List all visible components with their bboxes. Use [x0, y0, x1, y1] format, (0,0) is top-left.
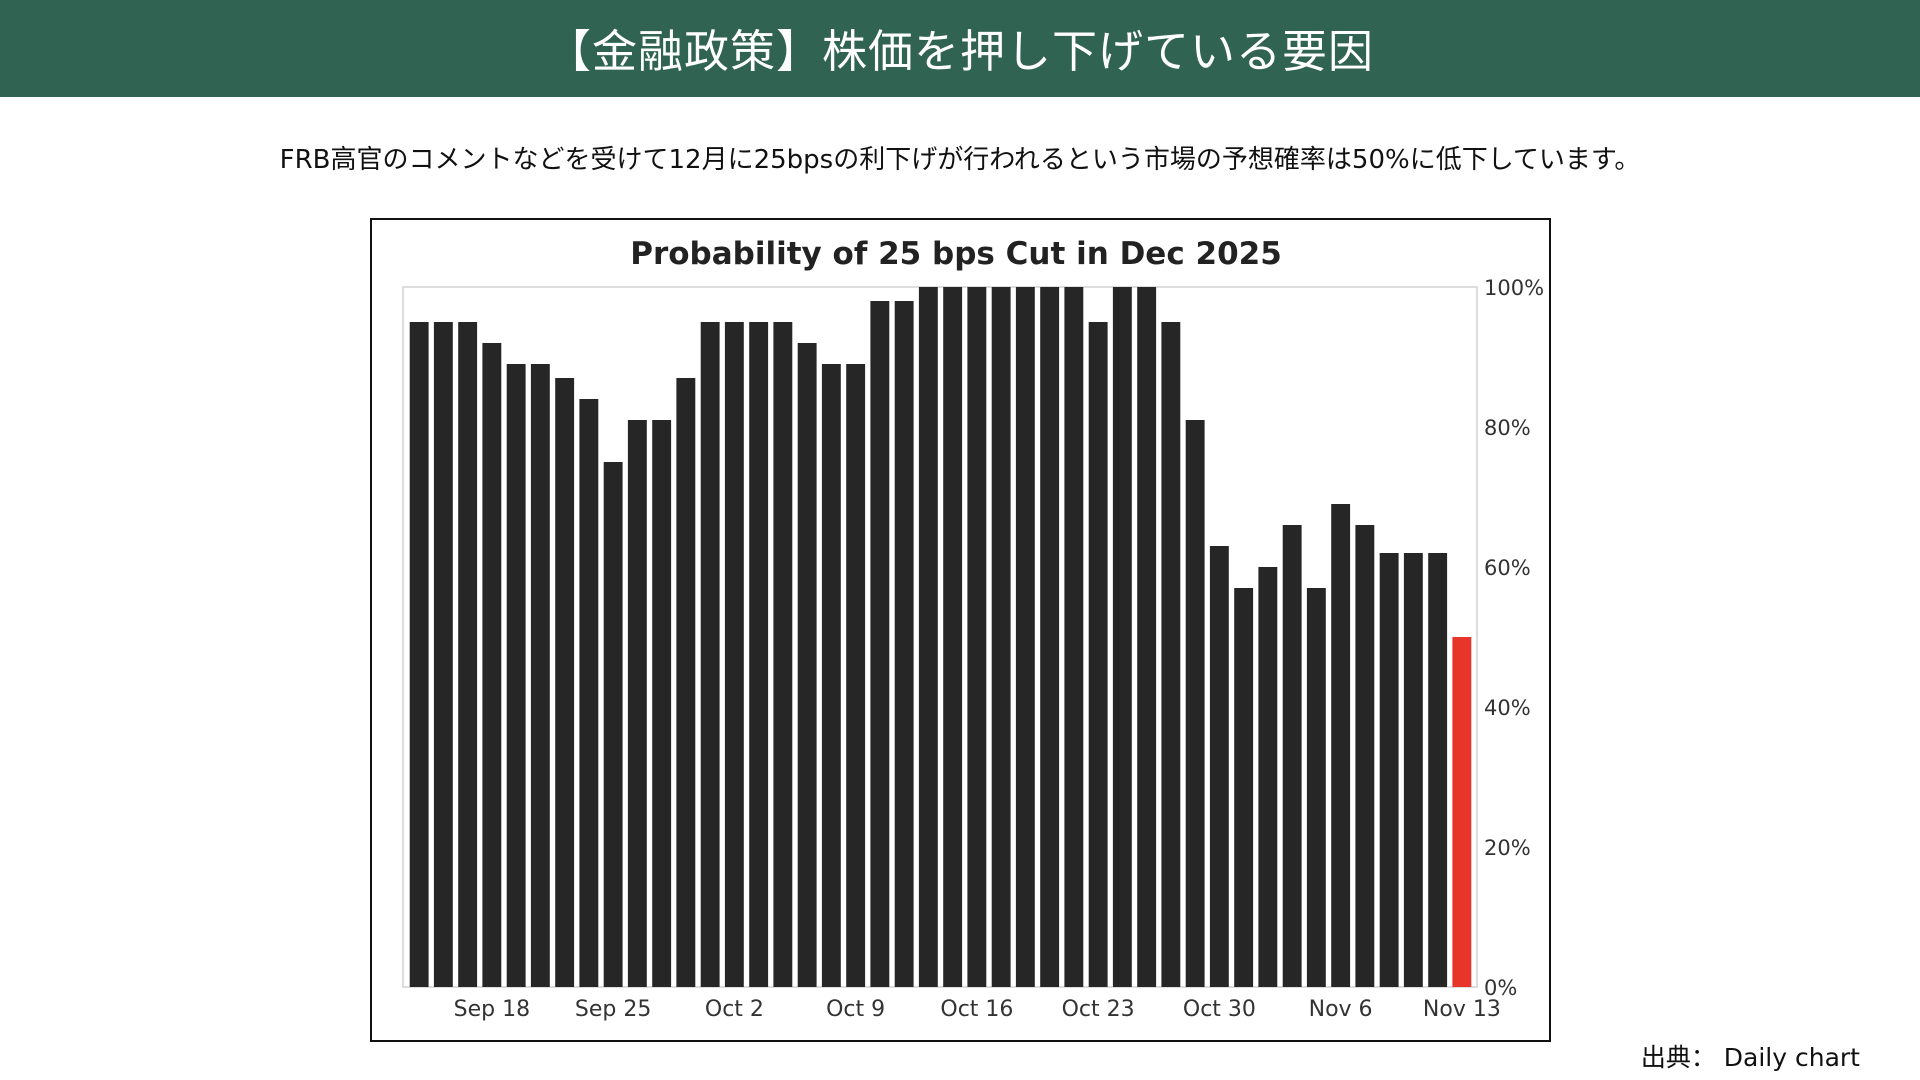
bar — [1040, 287, 1060, 987]
bar — [967, 287, 987, 987]
bar — [627, 420, 647, 987]
bar — [894, 301, 914, 987]
x-axis-ticks: Sep 18 Sep 25 Oct 2 Oct 9 Oct 16 Oct 23 Oct 30… — [454, 997, 1501, 1022]
bar — [1403, 553, 1423, 987]
x-tick-label: Sep 25 — [575, 997, 651, 1022]
bar — [724, 322, 744, 987]
bar — [1088, 322, 1108, 987]
bar — [482, 343, 502, 987]
x-tick-label: Oct 2 — [705, 997, 764, 1022]
header-banner: 【金融政策】株価を押し下げている要因 — [0, 0, 1920, 97]
bar — [1282, 525, 1302, 987]
bar — [1234, 588, 1254, 987]
bar — [409, 322, 429, 987]
bar — [433, 322, 453, 987]
bar — [1209, 546, 1229, 987]
y-tick-label: 20% — [1484, 836, 1531, 860]
bar — [1015, 287, 1035, 987]
x-tick-label: Nov 6 — [1309, 997, 1373, 1022]
x-tick-label: Sep 18 — [454, 997, 530, 1022]
bar — [1306, 588, 1326, 987]
source-credit: 出典： Daily chart — [1640, 1043, 1860, 1072]
x-tick-label: Oct 16 — [940, 997, 1013, 1022]
bar — [530, 364, 550, 987]
bar — [458, 322, 478, 987]
y-axis-ticks: 0% 20% 40% 60% 80% 100% — [1484, 276, 1544, 1000]
bar-chart: Probability of 25 bps Cut in Dec 2025 0%… — [402, 236, 1544, 1022]
y-tick-label: 40% — [1484, 696, 1531, 720]
bar — [603, 462, 623, 987]
bar — [1428, 553, 1448, 987]
x-tick-label: Oct 30 — [1183, 997, 1256, 1022]
x-tick-label: Oct 9 — [826, 997, 885, 1022]
bar — [652, 420, 672, 987]
bar — [870, 301, 890, 987]
bar — [1137, 287, 1157, 987]
bar — [1064, 287, 1084, 987]
bar — [676, 378, 696, 987]
bar — [1185, 420, 1205, 987]
bar — [1355, 525, 1375, 987]
chart-container: Probability of 25 bps Cut in Dec 2025 0%… — [370, 218, 1551, 1042]
page-title: 【金融政策】株価を押し下げている要因 — [545, 25, 1374, 78]
y-tick-label: 60% — [1484, 556, 1531, 580]
chart-title: Probability of 25 bps Cut in Dec 2025 — [630, 236, 1282, 272]
bar — [991, 287, 1011, 987]
y-tick-label: 80% — [1484, 416, 1531, 440]
bar — [797, 343, 817, 987]
bar — [943, 287, 963, 987]
bar — [821, 364, 841, 987]
bars-group — [409, 287, 1472, 987]
y-tick-label: 0% — [1484, 976, 1517, 1000]
x-tick-label: Oct 23 — [1062, 997, 1135, 1022]
bar — [918, 287, 938, 987]
bar — [700, 322, 720, 987]
bar — [1331, 504, 1351, 987]
bar-highlight — [1452, 637, 1472, 987]
bar — [579, 399, 599, 987]
bar — [1258, 567, 1278, 987]
subtitle-text: FRB高官のコメントなどを受けて12月に25bpsの利下げが行われるという市場の… — [279, 145, 1641, 175]
bar — [506, 364, 526, 987]
plot-frame — [402, 286, 1478, 988]
bar — [846, 364, 866, 987]
bar — [773, 322, 793, 987]
bar — [555, 378, 575, 987]
y-tick-label: 100% — [1484, 276, 1544, 300]
bar — [749, 322, 769, 987]
bar — [1379, 553, 1399, 987]
bar — [1112, 287, 1132, 987]
bar — [1161, 322, 1181, 987]
x-tick-label: Nov 13 — [1423, 997, 1501, 1022]
